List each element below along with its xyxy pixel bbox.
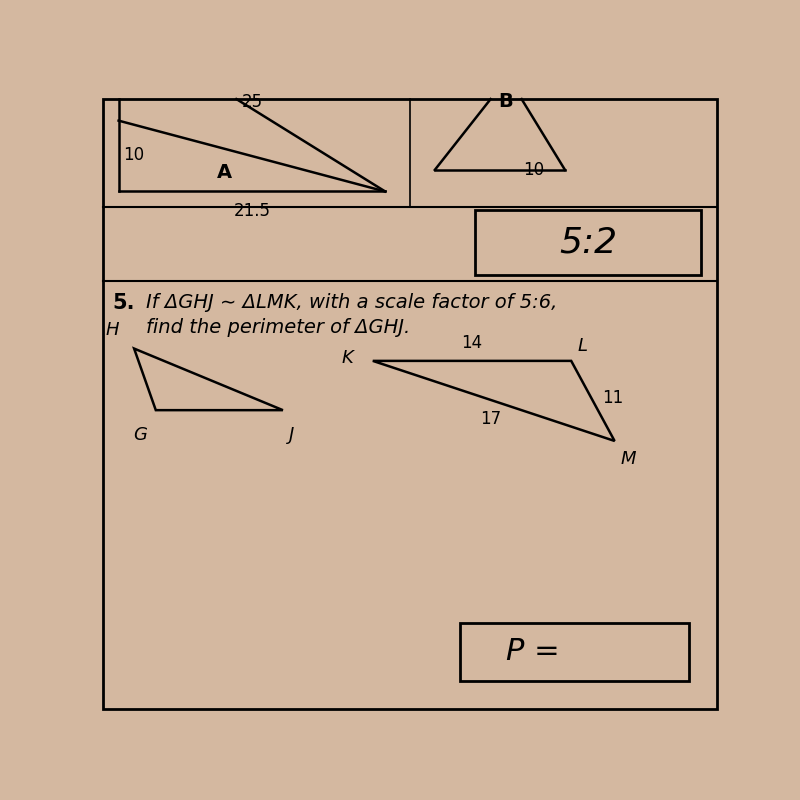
Text: 14: 14 (462, 334, 482, 352)
Text: If ΔGHJ ∼ ΔLMK, with a scale factor of 5:6,: If ΔGHJ ∼ ΔLMK, with a scale factor of 5… (146, 293, 558, 312)
Text: M: M (621, 450, 636, 468)
Text: G: G (134, 426, 147, 443)
Text: B: B (498, 92, 514, 111)
Text: K: K (342, 349, 353, 366)
Text: 5:2: 5:2 (559, 226, 618, 259)
Text: 11: 11 (602, 389, 623, 407)
Text: 10: 10 (523, 161, 545, 179)
Text: A: A (217, 163, 231, 182)
Text: 10: 10 (123, 146, 145, 163)
Text: H: H (105, 322, 118, 339)
Text: find the perimeter of ΔGHJ.: find the perimeter of ΔGHJ. (146, 318, 410, 337)
Text: L: L (578, 337, 587, 354)
FancyBboxPatch shape (459, 622, 689, 682)
FancyBboxPatch shape (475, 210, 702, 274)
Text: 5.: 5. (112, 293, 135, 313)
Text: 25: 25 (242, 94, 262, 111)
Text: P =: P = (506, 638, 560, 666)
Text: 17: 17 (480, 410, 501, 428)
Text: J: J (289, 426, 294, 443)
Text: 21.5: 21.5 (234, 202, 270, 220)
